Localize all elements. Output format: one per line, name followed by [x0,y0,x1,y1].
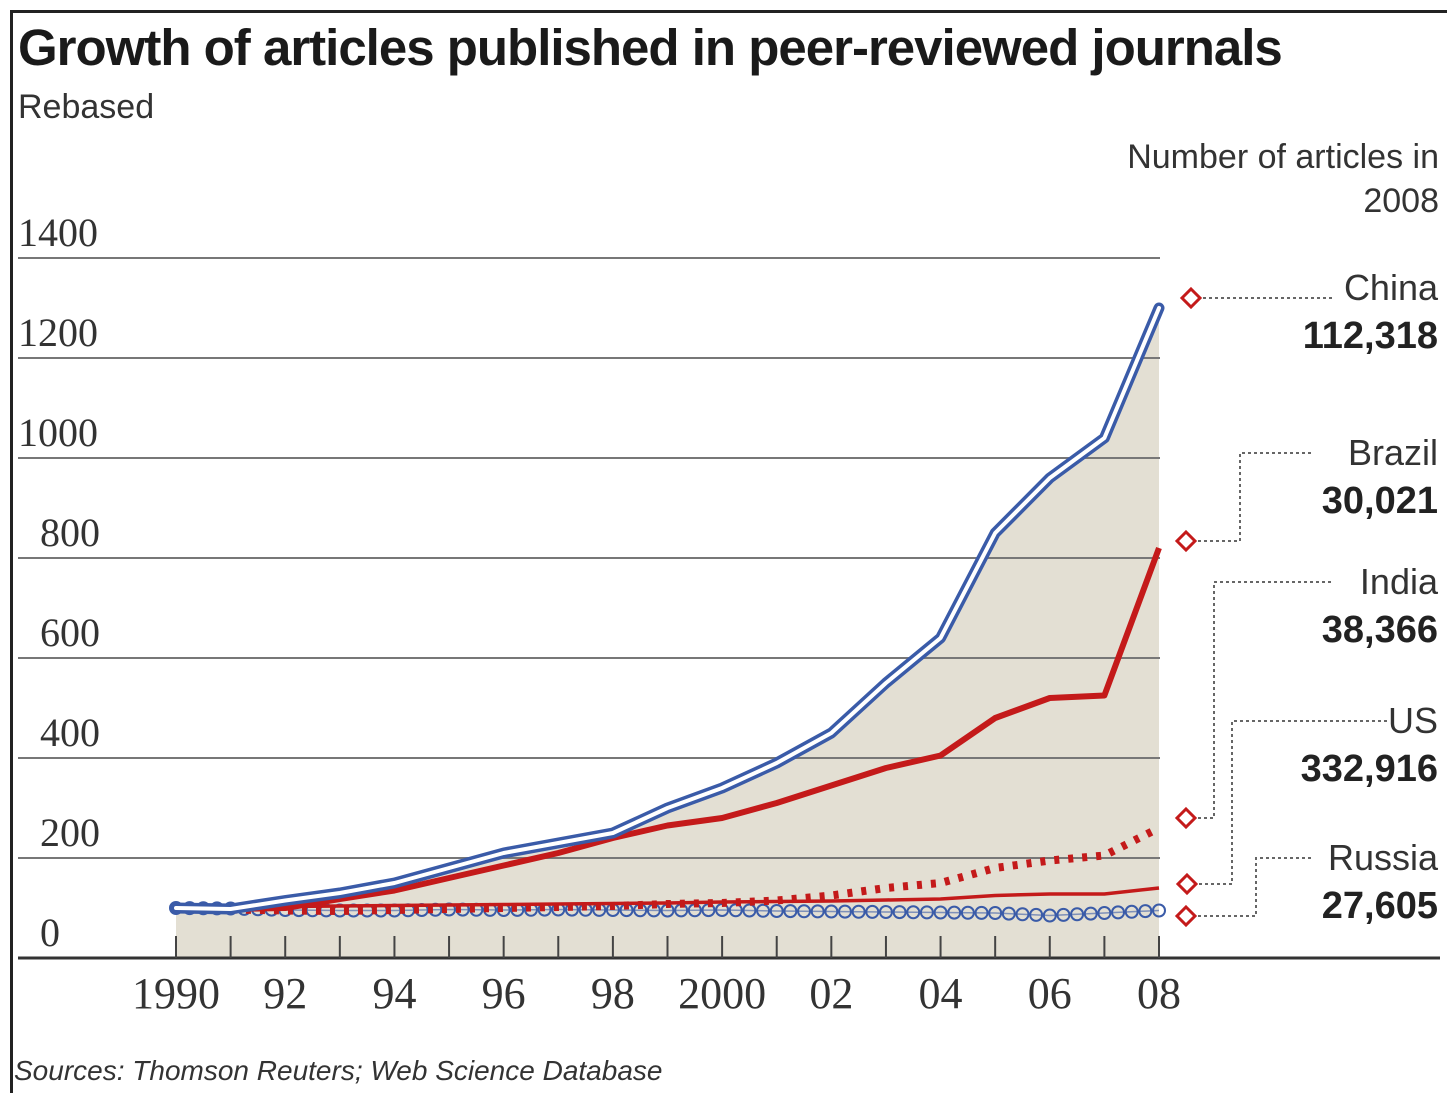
x-tick-label: 1990 [132,969,220,1018]
x-tick-label: 2000 [678,969,766,1018]
series-india-line [175,824,1161,916]
leader-brazil [1198,452,1314,542]
series-russia-point [1124,904,1139,919]
label-russia-count: 27,605 [1322,885,1438,927]
series-russia-point [837,904,852,919]
series-russia-point [742,903,757,918]
label-russia-name: Russia [1328,837,1439,878]
source-note: Sources: Thomson Reuters; Web Science Da… [14,1055,663,1086]
series-russia-point [1056,907,1071,922]
series-russia-point [824,904,839,919]
series-russia-point [865,904,880,919]
y-tick-label: 1200 [18,310,98,355]
series-russia-line [175,907,1160,917]
label-brazil-name: Brazil [1348,432,1438,473]
china-area-fill [176,308,1159,958]
x-tick-label: 02 [809,969,853,1018]
series-russia-point [769,904,784,918]
series-russia-point [1070,907,1085,922]
series-russia-point [756,903,771,918]
y-tick-label: 200 [40,810,100,855]
series-russia-point [783,904,798,919]
series-russia-point [1138,904,1153,919]
y-tick-label: 800 [40,510,100,555]
label-china-count: 112,318 [1303,315,1438,357]
marker-india [1174,806,1198,830]
label-us-count: 332,916 [1301,748,1438,790]
leader-india [1198,581,1333,819]
y-tick-label: 400 [40,710,100,755]
series-russia-point [1097,906,1112,920]
x-tick-label: 94 [372,969,416,1018]
marker-us [1175,872,1199,896]
series-russia-point [960,905,975,920]
x-tick-label: 06 [1028,969,1072,1018]
label-india-name: India [1360,561,1439,602]
series-russia-point [1042,908,1057,923]
leader-russia [1198,857,1314,917]
x-tick-label: 08 [1137,969,1181,1018]
series-russia-point [919,905,934,920]
x-tick-label: 04 [919,969,963,1018]
marker-china [1179,286,1203,310]
series-russia-point [1111,905,1126,920]
x-tick-label: 96 [482,969,526,1018]
series-russia-point [892,905,907,920]
y-tick-label: 1400 [18,210,98,255]
y-tick-label: 600 [40,610,100,655]
series-brazil-line [175,546,1162,912]
series-russia-point [728,903,743,918]
y-tick-label: 0 [40,910,60,955]
series-china-line-inner [174,306,1161,911]
series-russia-point [1015,907,1030,922]
leader-us [1199,720,1390,885]
series-russia-point [974,905,989,920]
x-tick-label: 98 [591,969,635,1018]
label-brazil-count: 30,021 [1322,480,1438,522]
x-tick-label: 92 [263,969,307,1018]
series-russia-point [810,904,825,919]
chart-title: Growth of articles published in peer-rev… [18,19,1283,76]
series-russia-point [933,905,948,920]
label-us-name: US [1388,700,1438,741]
series-russia-point [906,905,921,920]
legend-heading: Number of articles in 2008 [1127,138,1439,220]
series-russia-point [1029,907,1044,922]
label-india-count: 38,366 [1322,609,1438,651]
chart-subtitle: Rebased [18,88,155,126]
series-russia-point [851,904,866,919]
series-russia-point [988,906,1003,920]
marker-russia [1174,904,1198,928]
series-russia-point [797,904,812,919]
marker-brazil [1174,529,1198,553]
series-russia-point [1152,903,1166,918]
series-russia-point [947,905,962,920]
chart-frame [10,10,1447,1093]
y-tick-label: 1000 [18,410,98,455]
series-russia-point [1083,906,1098,921]
series-russia-point [878,905,893,919]
series-russia-point [1001,906,1016,921]
label-china-name: China [1344,267,1439,308]
